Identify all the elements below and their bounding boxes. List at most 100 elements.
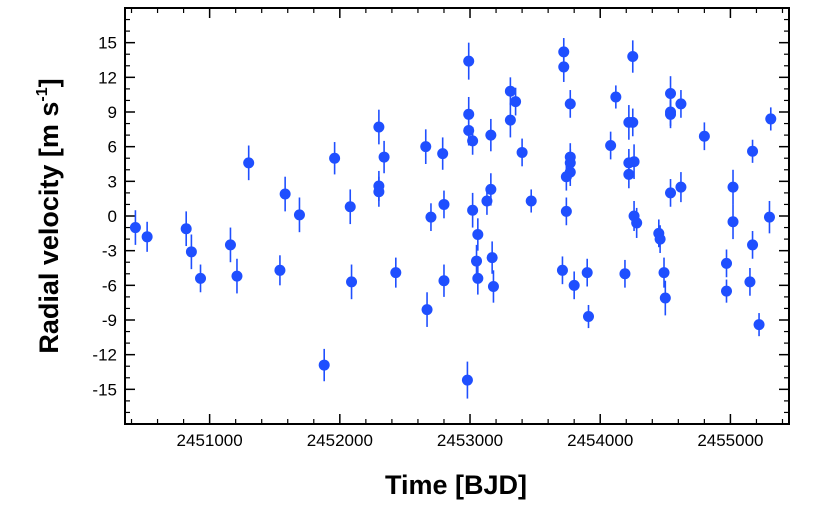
data-point xyxy=(420,141,432,153)
data-point xyxy=(504,114,516,126)
data-point xyxy=(378,151,390,163)
data-point xyxy=(373,186,385,198)
data-point xyxy=(467,135,479,147)
data-point xyxy=(665,108,677,120)
data-point xyxy=(485,183,497,195)
y-tick-label: 12 xyxy=(98,68,117,87)
data-point xyxy=(605,140,617,152)
data-point xyxy=(504,85,516,97)
data-point xyxy=(564,166,576,178)
data-point xyxy=(438,275,450,287)
y-tick-label: 6 xyxy=(108,138,117,157)
data-point xyxy=(329,152,341,164)
data-point xyxy=(243,157,255,169)
data-point xyxy=(346,276,358,288)
data-point xyxy=(560,205,572,217)
data-point xyxy=(486,252,498,264)
data-point xyxy=(510,96,522,108)
data-point xyxy=(487,280,499,292)
data-point xyxy=(631,217,643,229)
data-point xyxy=(318,359,330,371)
x-tick-label: 2451000 xyxy=(177,431,243,450)
y-tick-label: 0 xyxy=(108,207,117,226)
data-point xyxy=(195,272,207,284)
data-point xyxy=(438,198,450,210)
x-tick-label: 2453000 xyxy=(437,431,503,450)
data-point xyxy=(698,130,710,142)
data-point xyxy=(463,108,475,120)
data-point xyxy=(619,268,631,280)
data-point xyxy=(665,187,677,199)
data-point xyxy=(610,91,622,103)
data-point xyxy=(472,228,484,240)
data-point xyxy=(765,113,777,125)
data-point xyxy=(744,276,756,288)
data-point xyxy=(129,222,141,234)
data-point xyxy=(293,209,305,221)
data-point xyxy=(727,216,739,228)
data-point xyxy=(373,121,385,133)
data-point xyxy=(568,279,580,291)
data-point xyxy=(675,181,687,193)
data-point xyxy=(463,124,475,136)
data-point xyxy=(558,61,570,73)
data-points xyxy=(129,46,777,386)
data-point xyxy=(747,145,759,157)
y-axis-label-main: Radial velocity [m s xyxy=(34,102,64,354)
data-point xyxy=(425,211,437,223)
data-point xyxy=(516,146,528,158)
data-point xyxy=(582,311,594,323)
y-tick-label: -3 xyxy=(102,242,117,261)
data-point xyxy=(721,257,733,269)
data-point xyxy=(467,204,479,216)
data-point xyxy=(564,157,576,169)
x-tick-labels: 2451000 2452000 2453000 2454000 2455000 xyxy=(177,431,764,450)
data-point xyxy=(675,98,687,110)
y-tick-labels: 15 12 9 6 3 0 -3 -6 -9 -12 -15 xyxy=(92,34,117,400)
data-point xyxy=(659,292,671,304)
y-axis-label: Radial velocity [m s-1] xyxy=(34,78,64,353)
y-tick-label: -12 xyxy=(92,346,117,365)
data-point xyxy=(558,46,570,58)
y-tick-label: -15 xyxy=(92,380,117,399)
data-point xyxy=(180,223,192,235)
data-point xyxy=(658,267,670,279)
data-point xyxy=(421,304,433,316)
x-axis-label: Time [BJD] xyxy=(385,470,527,500)
x-tick-label: 2455000 xyxy=(697,431,763,450)
data-point xyxy=(665,88,677,100)
data-point xyxy=(463,55,475,67)
y-tick-label: 15 xyxy=(98,34,117,53)
data-point xyxy=(485,129,497,141)
data-point xyxy=(628,156,640,168)
data-point xyxy=(471,255,483,267)
data-point xyxy=(279,188,291,200)
data-point xyxy=(623,168,635,180)
data-point xyxy=(141,231,153,243)
axis-ticks xyxy=(125,8,789,424)
data-point xyxy=(581,267,593,279)
data-point xyxy=(564,98,576,110)
data-point xyxy=(654,233,666,245)
data-point xyxy=(472,272,484,284)
data-point xyxy=(231,270,243,282)
y-tick-label: -9 xyxy=(102,311,117,330)
data-point xyxy=(461,374,473,386)
data-point xyxy=(185,246,197,258)
data-point xyxy=(224,239,236,251)
y-axis-label-end: ] xyxy=(34,78,64,87)
data-point xyxy=(344,201,356,213)
data-point xyxy=(274,264,286,276)
data-point xyxy=(763,211,775,223)
data-point xyxy=(727,181,739,193)
data-point xyxy=(753,319,765,331)
y-tick-label: 9 xyxy=(108,103,117,122)
plot-frame xyxy=(124,7,790,425)
data-point xyxy=(721,285,733,297)
data-point xyxy=(481,195,493,207)
data-point xyxy=(627,116,639,128)
y-tick-label: -6 xyxy=(102,276,117,295)
data-point xyxy=(627,51,639,63)
data-point xyxy=(390,267,402,279)
